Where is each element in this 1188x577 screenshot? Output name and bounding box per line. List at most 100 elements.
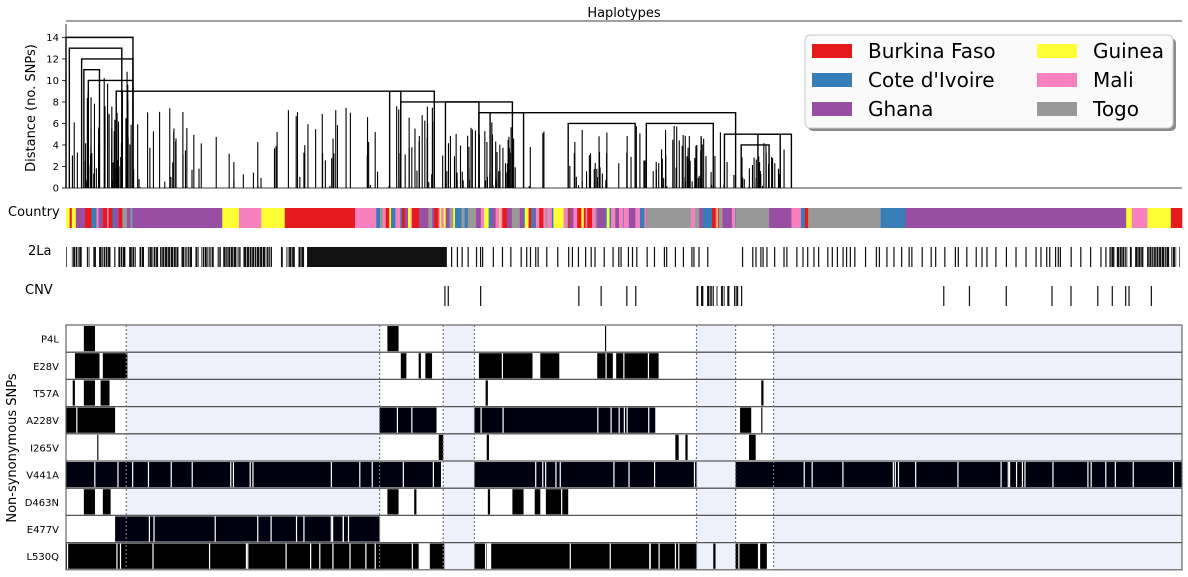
snp-block — [418, 353, 421, 379]
snp-gap — [411, 407, 413, 433]
snp-gap — [332, 543, 334, 569]
country-stripe — [632, 208, 636, 228]
cnv-mark — [600, 286, 602, 306]
inversion-mark — [875, 247, 877, 267]
inversion-mark — [760, 247, 762, 267]
snp-block — [534, 489, 541, 515]
inversion-mark — [975, 247, 977, 267]
inversion-mark — [802, 247, 804, 267]
inversion-mark — [796, 247, 798, 267]
country-stripe — [714, 208, 717, 228]
snp-gap — [674, 543, 677, 569]
snp-gap — [613, 462, 615, 488]
cnv-mark — [635, 286, 637, 306]
country-stripe — [535, 208, 540, 228]
country-stripe — [600, 208, 606, 228]
country-stripe — [511, 208, 516, 228]
inversion-mark — [254, 247, 257, 267]
country-stripe — [441, 208, 444, 228]
y-tick-label: 6 — [53, 119, 59, 130]
country-stripe — [707, 208, 713, 228]
snp-gap — [1172, 462, 1175, 488]
snp-block — [597, 353, 613, 379]
snp-gap — [535, 462, 537, 488]
snp-gap — [894, 462, 896, 488]
inversion-mark — [636, 247, 638, 267]
inversion-mark — [1049, 247, 1051, 267]
country-stripe — [539, 208, 542, 228]
snp-gap — [232, 462, 235, 488]
inversion-mark — [537, 247, 539, 267]
cnv-mark — [943, 286, 945, 306]
inversion-mark — [1054, 247, 1057, 267]
country-stripe — [702, 208, 708, 228]
snp-gap — [374, 543, 376, 569]
snp-gap — [1015, 462, 1018, 488]
inversion-mark — [168, 247, 171, 267]
inversion-mark — [1149, 247, 1152, 267]
snp-label: A228V — [26, 416, 59, 427]
country-stripe — [410, 208, 413, 228]
inversion-mark — [237, 247, 239, 267]
snp-gap — [153, 516, 155, 542]
inversion-mark — [1025, 247, 1027, 267]
inversion-mark — [957, 247, 959, 267]
inversion-mark — [479, 247, 482, 267]
inversion-mark — [461, 247, 463, 267]
country-stripe — [540, 208, 544, 228]
snp-gap — [411, 543, 413, 569]
snp-gap — [502, 407, 504, 433]
inversion-mark — [1135, 247, 1138, 267]
legend-swatch — [812, 44, 852, 58]
inversion-mark — [492, 247, 494, 267]
legend-label: Burkina Faso — [868, 39, 996, 63]
snp-gap — [501, 353, 504, 379]
inversion-mark — [590, 247, 592, 267]
inversion-mark — [766, 247, 768, 267]
country-stripe — [526, 208, 529, 228]
inversion-mark — [1147, 247, 1149, 267]
inversion-mark — [202, 247, 205, 267]
inversion-mark — [208, 247, 210, 267]
dendrogram-clusters — [65, 36, 793, 188]
snp-gap — [116, 543, 118, 569]
country-stripe — [461, 208, 466, 228]
inversion-mark — [1005, 247, 1007, 267]
snp-gap — [1114, 462, 1116, 488]
country-block — [905, 208, 1127, 228]
inversion-mark — [1116, 247, 1120, 267]
country-stripe — [615, 208, 620, 228]
inversion-mark — [77, 247, 79, 267]
y-tick-label: 10 — [46, 76, 59, 87]
snp-label: T57A — [32, 389, 59, 400]
inversion-mark — [627, 247, 630, 267]
country-stripe — [583, 208, 586, 228]
snp-block — [675, 434, 679, 460]
snp-block — [478, 353, 533, 379]
cnv-mark — [723, 286, 725, 306]
legend-label: Togo — [1092, 97, 1139, 121]
snp-gap — [623, 407, 625, 433]
snp-gap — [803, 462, 805, 488]
country-stripe — [96, 208, 99, 228]
inversion-mark — [456, 247, 459, 267]
inversion-mark — [954, 247, 956, 267]
inversion-mark — [1035, 247, 1037, 267]
country-stripe — [80, 208, 86, 228]
country-stripe — [528, 208, 532, 228]
inversion-mark — [571, 247, 574, 267]
snp-label: L530Q — [26, 552, 59, 563]
country-stripe — [453, 208, 456, 228]
inversion-mark — [147, 247, 149, 267]
country-block — [735, 208, 770, 228]
inversion-mark — [653, 247, 656, 267]
inversion-mark — [152, 247, 154, 267]
dendrogram-cluster — [444, 101, 514, 188]
country-stripe — [534, 208, 537, 228]
snp-gap — [1000, 462, 1002, 488]
inversion-mark — [1179, 247, 1180, 267]
cnv-mark — [1070, 286, 1072, 306]
inversion-mark — [73, 247, 76, 267]
country-stripe — [609, 208, 612, 228]
